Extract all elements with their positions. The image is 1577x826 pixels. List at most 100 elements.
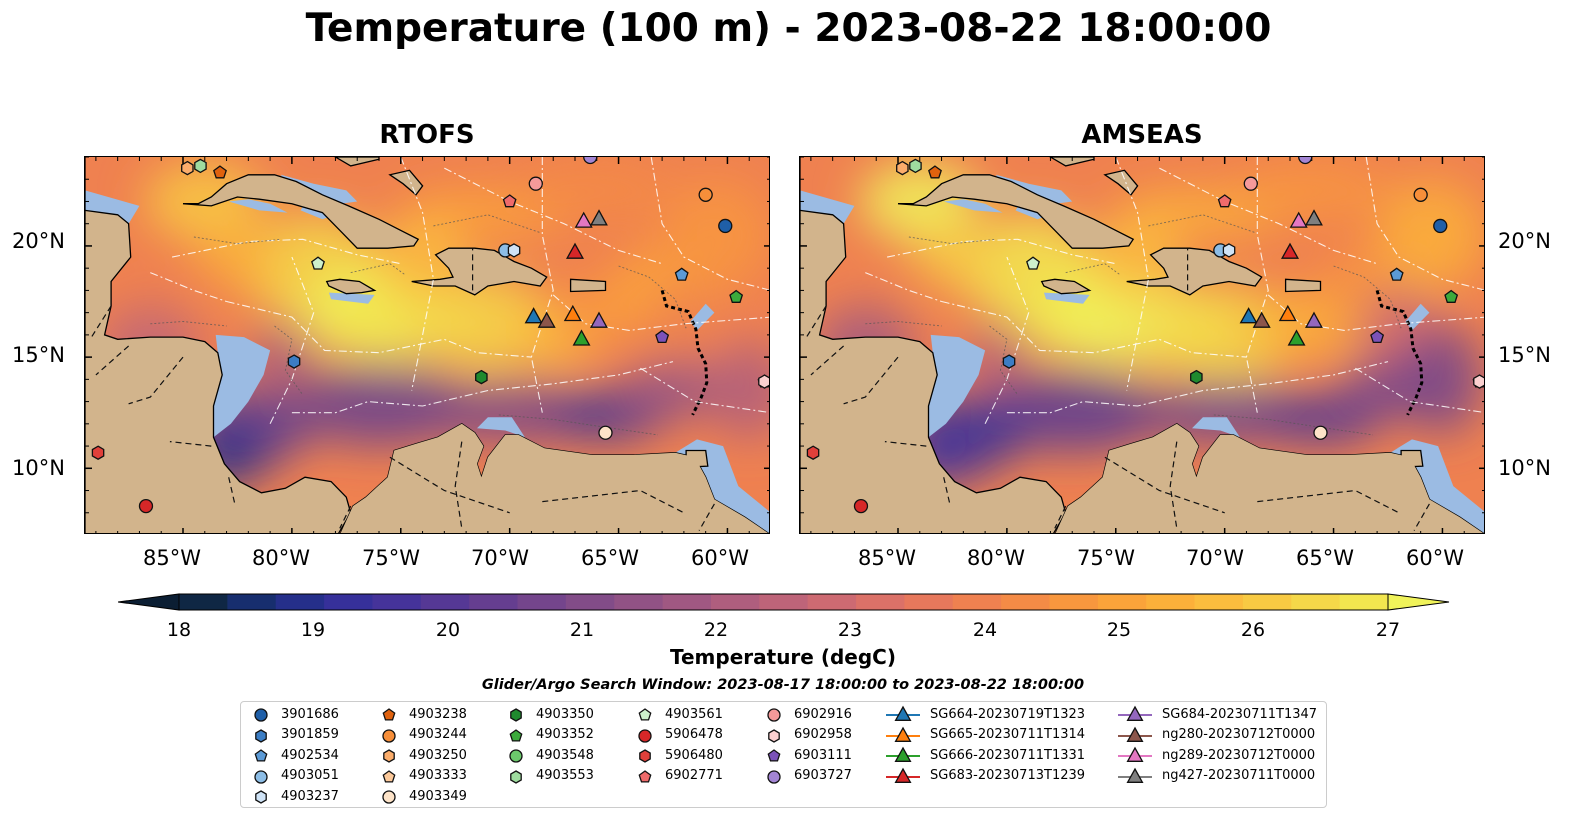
legend-entry-label: 4903349 xyxy=(409,788,467,804)
platform-marker-4903250 xyxy=(896,160,909,176)
circle-marker-icon xyxy=(638,728,652,743)
triangle-marker-icon xyxy=(886,705,920,721)
platform-marker-ng427-20230711t0000 xyxy=(589,209,608,226)
panel-title-rtofs: RTOFS xyxy=(379,120,475,150)
platform-marker-4903244 xyxy=(1413,187,1428,202)
lon-label-65w-rtofs: 65°W xyxy=(581,546,639,570)
legend-entry-label: 6902958 xyxy=(794,727,852,742)
legend-entry-ng280-20230712t0000: ng280-20230712T0000 xyxy=(1118,725,1315,745)
lon-label-70w-rtofs: 70°W xyxy=(471,546,529,570)
platform-marker-ng427-20230711t0000 xyxy=(1304,209,1323,226)
legend-entry-6903111: 6903111 xyxy=(764,745,852,765)
legend-entry-label: 6903111 xyxy=(794,747,852,763)
map-rtofs xyxy=(84,156,770,534)
triangle-marker-icon xyxy=(1118,705,1152,721)
legend-entry-4903333: 4903333 xyxy=(379,766,467,786)
platform-marker-5906480 xyxy=(806,445,820,460)
lat-label-15n-left: 15°N xyxy=(12,343,65,367)
legend-entry-label: 4903051 xyxy=(281,768,339,783)
colorbar-segment xyxy=(1146,594,1196,610)
colorbar-segment xyxy=(662,594,712,610)
lon-label-85w-amseas: 85°W xyxy=(858,546,916,570)
platform-marker-sg666-20230711t1331 xyxy=(572,329,591,346)
hexagon-marker-icon xyxy=(383,749,395,763)
legend-entry-4903237: 4903237 xyxy=(251,786,339,806)
hexagon-marker-icon xyxy=(639,749,651,763)
platform-marker-6903727 xyxy=(1298,157,1313,165)
legend-entry-label: 4903553 xyxy=(536,768,594,783)
legend-entry-label: 5906478 xyxy=(665,727,723,742)
legend-entry-4902534: 4902534 xyxy=(251,745,339,765)
legend-entry-4903349: 4903349 xyxy=(379,786,467,806)
platform-marker-4903553 xyxy=(909,158,922,174)
colorbar-tick-27: 27 xyxy=(1375,619,1401,641)
legend-entry-4903350: 4903350 xyxy=(506,704,594,724)
hexagon-marker-icon xyxy=(768,728,780,743)
legend-entry-4903352: 4903352 xyxy=(506,725,594,745)
platform-marker-4903352 xyxy=(729,289,744,303)
legend-entry-ng289-20230712t0000: ng289-20230712T0000 xyxy=(1118,745,1315,765)
triangle-marker-icon xyxy=(886,767,920,783)
colorbar-tick-20: 20 xyxy=(435,619,461,641)
platform-marker-4903349 xyxy=(1313,425,1328,440)
legend-entry-label: ng427-20230711T0000 xyxy=(1162,768,1316,783)
platform-marker-4903561 xyxy=(1026,256,1040,270)
platform-marker-sg666-20230711t1331 xyxy=(1287,329,1306,346)
lon-label-75w-rtofs: 75°W xyxy=(362,546,420,570)
legend-entry-label: 3901859 xyxy=(281,727,339,742)
legend-entry-ng427-20230711t0000: ng427-20230711T0000 xyxy=(1118,766,1315,786)
colorbar-tick-19: 19 xyxy=(300,619,326,641)
lon-label-60w-rtofs: 60°W xyxy=(691,546,749,570)
colorbar-segment xyxy=(904,594,954,610)
hexagon-marker-icon xyxy=(255,728,267,743)
colorbar-tick-25: 25 xyxy=(1106,619,1132,641)
legend-entry-4903238: 4903238 xyxy=(379,704,467,724)
legend-entry-label: 4903561 xyxy=(665,706,723,722)
triangle-marker-icon xyxy=(886,726,920,742)
colorbar-segment xyxy=(227,594,277,610)
triangle-marker-icon xyxy=(1118,767,1152,783)
platform-marker-4903350 xyxy=(475,369,488,385)
legend-entry-4903250: 4903250 xyxy=(379,745,467,765)
hexagon-marker-icon xyxy=(510,708,522,722)
platform-marker-4903350 xyxy=(1190,369,1203,385)
legend-entry-4903548: 4903548 xyxy=(506,745,594,765)
legend-entry-sg664-20230719t1323: SG664-20230719T1323 xyxy=(886,704,1085,724)
platform-marker-4902534 xyxy=(1389,267,1404,281)
legend-entry-sg684-20230711t1347: SG684-20230711T1347 xyxy=(1118,704,1317,724)
colorbar-extend-high xyxy=(1387,593,1450,611)
platform-marker-6902916 xyxy=(1243,176,1258,191)
lon-label-80w-amseas: 80°W xyxy=(967,546,1025,570)
colorbar-segment xyxy=(807,594,857,610)
colorbar-segment xyxy=(710,594,760,610)
platform-marker-6902771 xyxy=(502,194,517,208)
colorbar-segment xyxy=(372,594,422,610)
legend-entry-sg666-20230711t1331: SG666-20230711T1331 xyxy=(886,745,1085,765)
legend-entry-label: SG666-20230711T1331 xyxy=(930,747,1086,763)
lat-label-20n-right: 20°N xyxy=(1498,229,1551,253)
platform-marker-ng289-20230712t0000 xyxy=(1289,211,1308,228)
colorbar-tick-18: 18 xyxy=(166,619,192,641)
legend-entry-6903727: 6903727 xyxy=(764,766,852,786)
pentagon-marker-icon xyxy=(382,708,396,721)
colorbar-segment xyxy=(1242,594,1292,610)
legend-entry-label: SG684-20230711T1347 xyxy=(1162,706,1318,722)
platform-marker-sg664-20230719t1323 xyxy=(1239,307,1258,324)
circle-marker-icon xyxy=(767,708,781,722)
circle-marker-icon xyxy=(509,749,523,763)
colorbar-segment xyxy=(614,594,664,610)
colorbar-segment xyxy=(420,594,470,610)
triangle-marker-icon xyxy=(886,746,920,762)
pentagon-marker-icon xyxy=(254,749,268,762)
platform-marker-4903250 xyxy=(181,160,194,176)
platform-marker-sg683-20230713t1239 xyxy=(565,242,585,259)
pentagon-marker-icon xyxy=(767,749,781,762)
legend-entry-sg683-20230713t1239: SG683-20230713T1239 xyxy=(886,766,1085,786)
pentagon-marker-icon xyxy=(509,728,523,742)
platform-marker-6903111 xyxy=(1370,329,1385,344)
platform-marker-5906480 xyxy=(91,445,105,460)
platform-marker-6903111 xyxy=(655,329,670,344)
lat-label-10n-left: 10°N xyxy=(12,456,65,480)
platform-marker-6902916 xyxy=(528,176,543,191)
pentagon-marker-icon xyxy=(638,769,652,783)
